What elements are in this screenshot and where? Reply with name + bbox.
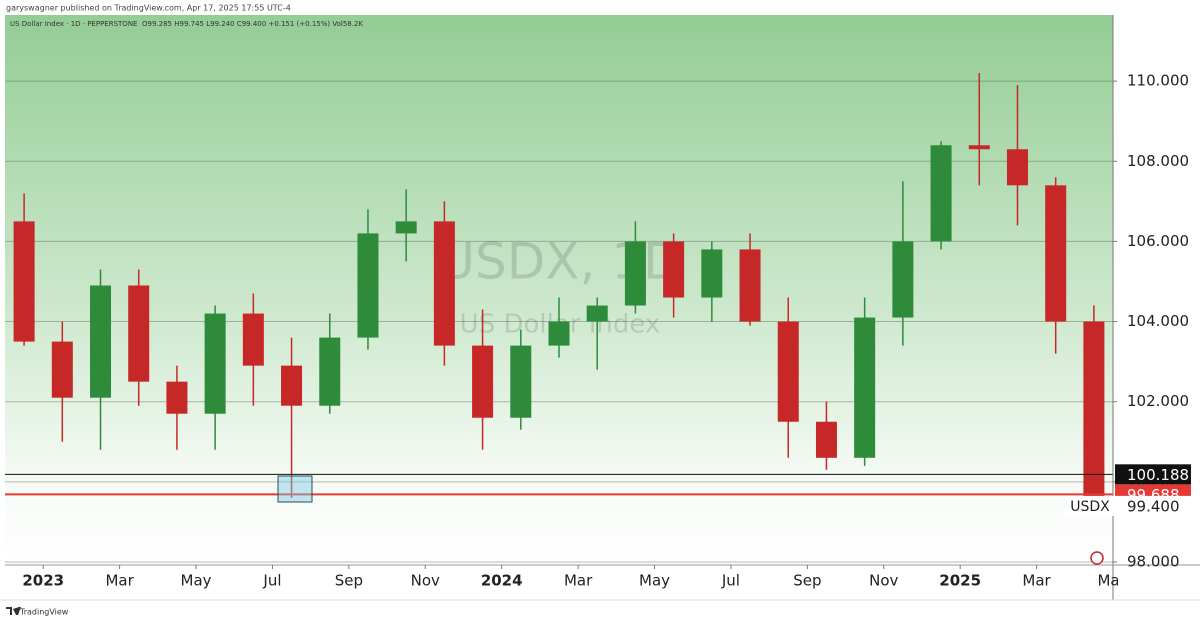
x-tick-label: Sep [335, 572, 363, 590]
last-price-symbol: USDX [1070, 499, 1110, 515]
x-tick-label: Nov [411, 572, 440, 590]
candle-body [472, 345, 494, 418]
candle-body [357, 233, 379, 338]
x-tick-label: 2025 [939, 572, 981, 590]
y-tick-label: 108.000 [1127, 152, 1189, 170]
candle-body [319, 337, 341, 406]
last-price-label: 99.400 [1127, 497, 1180, 515]
x-tick-label: Jul [721, 572, 740, 590]
last-price-box [1115, 495, 1191, 516]
candle-body [1045, 185, 1067, 322]
candle-body [1006, 149, 1028, 186]
ohlc-legend: O99.285 H99.745 L99.240 C99.400 +0.151 (… [142, 20, 363, 28]
level-label: 100.188 [1127, 466, 1189, 484]
candle-body [586, 305, 608, 322]
y-tick-label: 104.000 [1127, 312, 1189, 330]
candle-body [128, 285, 150, 382]
x-tick-label: May [1097, 572, 1128, 590]
x-tick-label: Sep [793, 572, 821, 590]
level-label-box [1115, 464, 1191, 485]
x-tick-label: May [639, 572, 670, 590]
candle-body [433, 221, 455, 346]
candle-body [854, 317, 876, 458]
x-tick-label: Mar [105, 572, 134, 590]
candle-body [242, 313, 264, 366]
last-price-symbol-box [1066, 495, 1114, 516]
candle-body [51, 341, 73, 398]
candle-body [968, 145, 990, 150]
candle-body [1083, 321, 1105, 506]
highlight-box [277, 475, 313, 503]
candle-body [930, 145, 952, 242]
candle-body [166, 381, 188, 414]
candle-body [624, 241, 646, 306]
candle-body [739, 249, 761, 322]
y-tick-label: 110.000 [1127, 72, 1189, 90]
x-tick-label: Mar [1022, 572, 1051, 590]
x-tick-label: 2023 [22, 572, 64, 590]
flag-icon [1090, 551, 1104, 565]
y-tick-label: 106.000 [1127, 232, 1189, 250]
candle-body [815, 421, 837, 458]
footer-logo [6, 607, 21, 615]
y-tick-label: 98.000 [1127, 552, 1180, 570]
candle-body [510, 345, 532, 418]
publisher-header: garyswagner published on TradingView.com… [6, 4, 291, 13]
x-tick-label: Jul [262, 572, 281, 590]
candle-body [548, 321, 570, 346]
candle-body [395, 221, 417, 234]
x-tick-label: Mar [564, 572, 593, 590]
candle-body [777, 321, 799, 422]
y-tick-label: 102.000 [1127, 392, 1189, 410]
candle-body [90, 285, 112, 398]
candle-body [892, 241, 914, 318]
x-tick-label: Nov [869, 572, 898, 590]
symbol-title: US Dollar Index · 1D · PEPPERSTONE [10, 20, 137, 28]
plot-background [5, 15, 1113, 565]
candle-body [663, 241, 685, 298]
x-tick-label: May [181, 572, 212, 590]
candle-body [13, 221, 35, 342]
footer-brand: TradingView [19, 608, 69, 617]
candle-body [204, 313, 226, 414]
candle-body [281, 365, 303, 406]
candle-body [701, 249, 723, 298]
x-tick-label: 2024 [481, 572, 523, 590]
